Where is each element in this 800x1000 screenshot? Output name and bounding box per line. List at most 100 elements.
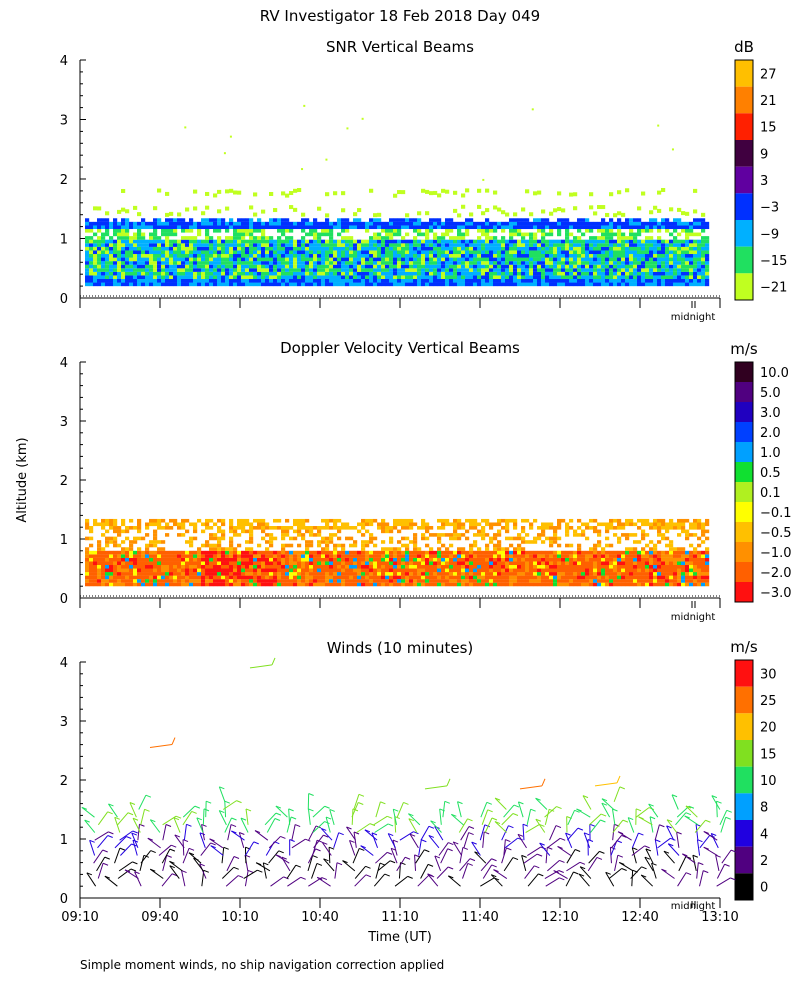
heatmap-cell: [101, 526, 106, 530]
heatmap-cell: [241, 518, 246, 523]
colorbar-swatch: [735, 166, 753, 194]
heatmap-cell: [205, 261, 210, 265]
heatmap-cell: [265, 257, 270, 262]
heatmap-cell: [473, 526, 478, 530]
heatmap-cell: [397, 278, 402, 283]
heatmap-cell: [125, 529, 130, 534]
heatmap-cell: [341, 278, 346, 283]
heatmap-cell: [157, 264, 162, 269]
heatmap-cell: [705, 239, 710, 244]
heatmap-cell: [121, 550, 126, 555]
heatmap-cell: [373, 282, 378, 287]
heatmap-cell: [445, 579, 450, 583]
heatmap-cell: [381, 228, 386, 233]
heatmap-speck: [301, 168, 304, 171]
heatmap-cell: [605, 257, 610, 262]
heatmap-cell: [537, 275, 542, 280]
heatmap-cell: [353, 543, 358, 548]
heatmap-cell: [401, 572, 406, 576]
heatmap-cell: [657, 228, 662, 233]
heatmap-cell: [549, 228, 554, 233]
heatmap-cell: [101, 246, 106, 251]
heatmap-cell: [445, 221, 450, 226]
colorbar-label: 2.0: [760, 426, 781, 441]
heatmap-cell: [385, 529, 390, 534]
heatmap-cell: [565, 572, 570, 576]
heatmap-cell: [413, 579, 418, 583]
heatmap-cell: [401, 550, 406, 555]
heatmap-cell: [205, 246, 210, 251]
heatmap-cell: [597, 575, 602, 580]
heatmap-cell: [641, 568, 646, 573]
heatmap-cell: [141, 253, 146, 258]
heatmap-cell: [373, 575, 378, 580]
heatmap-cell: [433, 561, 438, 566]
heatmap-cell: [505, 268, 510, 272]
heatmap-cell: [609, 275, 614, 280]
heatmap-cell: [701, 236, 706, 240]
heatmap-cell: [577, 526, 582, 530]
heatmap-cell: [633, 236, 638, 240]
heatmap-cell: [217, 526, 222, 530]
heatmap-cell: [349, 550, 354, 555]
heatmap-cell: [101, 268, 106, 272]
heatmap-cell: [529, 557, 534, 562]
heatmap-cell: [317, 282, 322, 287]
heatmap-cell: [697, 250, 702, 255]
heatmap-cell: [253, 554, 258, 558]
heatmap-cell: [681, 211, 686, 216]
heatmap-cell: [237, 246, 242, 251]
heatmap-cell: [397, 282, 402, 287]
heatmap-cell: [121, 557, 126, 562]
heatmap-cell: [273, 239, 278, 244]
heatmap-cell: [429, 278, 434, 283]
heatmap-cell: [557, 554, 562, 558]
heatmap-cell: [565, 582, 570, 587]
heatmap-cell: [485, 271, 490, 276]
heatmap-speck: [184, 126, 187, 129]
heatmap-cell: [129, 568, 134, 573]
heatmap-cell: [285, 575, 290, 580]
heatmap-cell: [317, 236, 322, 240]
heatmap-cell: [273, 264, 278, 269]
heatmap-cell: [229, 271, 234, 276]
heatmap-cell: [613, 550, 618, 555]
heatmap-cell: [581, 232, 586, 237]
heatmap-cell: [557, 228, 562, 233]
heatmap-cell: [409, 522, 414, 527]
heatmap-cell: [437, 268, 442, 272]
heatmap-cell: [581, 257, 586, 262]
heatmap-cell: [437, 550, 442, 555]
heatmap-cell: [109, 246, 114, 251]
heatmap-cell: [677, 268, 682, 272]
heatmap-cell: [233, 239, 238, 244]
heatmap-cell: [593, 550, 598, 555]
heatmap-cell: [453, 568, 458, 573]
heatmap-cell: [469, 225, 474, 230]
heatmap-cell: [261, 239, 266, 244]
heatmap-cell: [153, 572, 158, 576]
heatmap-cell: [689, 282, 694, 287]
heatmap-cell: [405, 232, 410, 237]
heatmap-cell: [309, 568, 314, 573]
heatmap-cell: [289, 271, 294, 276]
heatmap-cell: [489, 568, 494, 573]
heatmap-cell: [141, 568, 146, 573]
heatmap-cell: [97, 572, 102, 576]
heatmap-cell: [437, 547, 442, 551]
heatmap-cell: [161, 257, 166, 262]
heatmap-cell: [537, 536, 542, 541]
heatmap-cell: [369, 282, 374, 287]
heatmap-cell: [461, 550, 466, 555]
heatmap-cell: [225, 271, 230, 276]
heatmap-cell: [457, 522, 462, 527]
heatmap-cell: [457, 575, 462, 580]
heatmap-cell: [293, 579, 298, 583]
heatmap-cell: [253, 212, 258, 217]
heatmap-cell: [313, 572, 318, 576]
heatmap-cell: [237, 253, 242, 258]
heatmap-cell: [521, 221, 526, 226]
heatmap-cell: [145, 275, 150, 280]
heatmap-cell: [157, 261, 162, 265]
heatmap-cell: [681, 271, 686, 276]
